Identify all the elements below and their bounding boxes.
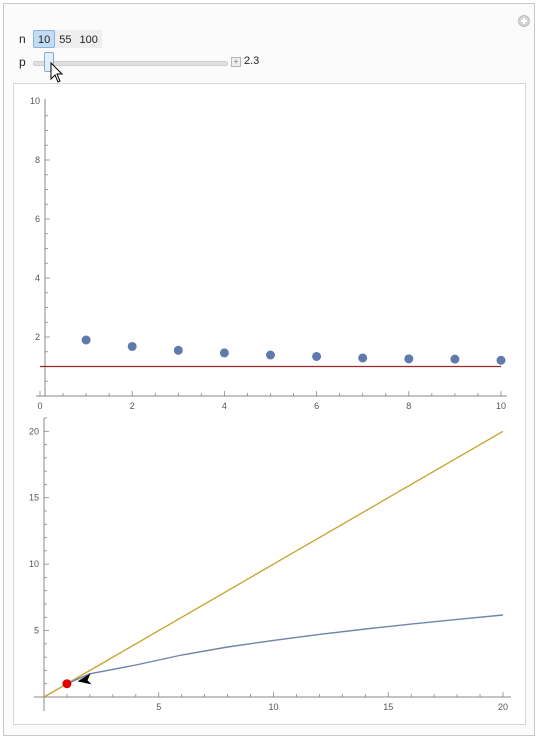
scatter-point bbox=[404, 354, 414, 364]
scatter-point bbox=[266, 350, 275, 360]
scatter-x-tick-label: 2 bbox=[130, 401, 135, 411]
line-x-tick-label: 20 bbox=[498, 702, 508, 712]
plus-circle-icon[interactable] bbox=[518, 15, 530, 27]
scatter-x-tick-label: 0 bbox=[37, 401, 42, 411]
line-chart: 5 10 15 20 5 10 15 20 bbox=[29, 417, 511, 712]
scatter-x-tick-label: 10 bbox=[496, 401, 506, 411]
mouse-pointer-icon bbox=[50, 62, 64, 83]
identity-line bbox=[43, 430, 504, 698]
n-setter-bar: 10 55 100 bbox=[33, 30, 102, 48]
line-y-tick-label: 10 bbox=[29, 559, 39, 569]
scatter-point bbox=[127, 341, 137, 351]
n-option-55[interactable]: 55 bbox=[59, 34, 72, 46]
plots-svg: 2 4 6 8 10 0 2 4 6 8 10 5 10 15 20 5 10 15 20 bbox=[29, 96, 511, 712]
n-option-10[interactable]: 10 bbox=[33, 30, 56, 48]
line-x-tick-label: 5 bbox=[156, 702, 161, 712]
p-slider-expand-icon[interactable]: + bbox=[231, 57, 241, 67]
scatter-point bbox=[173, 345, 183, 355]
line-y-tick-label: 20 bbox=[29, 426, 39, 436]
scatter-point bbox=[219, 348, 229, 358]
scatter-y-tick-label: 4 bbox=[35, 273, 40, 283]
scatter-x-tick-label: 6 bbox=[314, 401, 319, 411]
p-slider-value: 2.3 bbox=[244, 55, 260, 67]
p-slider-track[interactable] bbox=[33, 61, 228, 66]
function-curve bbox=[66, 614, 504, 685]
scatter-chart: 2 4 6 8 10 0 2 4 6 8 10 bbox=[30, 96, 507, 411]
scatter-point bbox=[358, 353, 368, 363]
scatter-y-tick-label: 10 bbox=[30, 96, 40, 106]
scatter-point bbox=[312, 351, 322, 361]
scatter-point bbox=[81, 335, 91, 345]
scatter-point bbox=[496, 355, 506, 365]
arrow-head bbox=[77, 673, 92, 685]
scatter-point bbox=[450, 354, 460, 364]
plots-area: 2 4 6 8 10 0 2 4 6 8 10 5 10 15 20 5 10 15 20 bbox=[13, 83, 526, 725]
line-x-tick-label: 15 bbox=[383, 702, 393, 712]
line-y-tick-label: 15 bbox=[29, 493, 39, 503]
line-x-tick-label: 10 bbox=[268, 702, 278, 712]
p-control-label: p bbox=[19, 55, 26, 69]
scatter-y-tick-label: 6 bbox=[35, 214, 40, 224]
scatter-x-tick-label: 8 bbox=[406, 401, 411, 411]
p-slider-thumb[interactable] bbox=[44, 52, 54, 72]
n-control-label: n bbox=[19, 32, 26, 46]
red-point-marker bbox=[62, 679, 72, 689]
scatter-x-tick-label: 4 bbox=[222, 401, 227, 411]
scatter-y-tick-label: 2 bbox=[35, 332, 40, 342]
scatter-y-tick-label: 8 bbox=[35, 155, 40, 165]
line-y-tick-label: 5 bbox=[34, 626, 39, 636]
n-option-100[interactable]: 100 bbox=[79, 34, 98, 46]
